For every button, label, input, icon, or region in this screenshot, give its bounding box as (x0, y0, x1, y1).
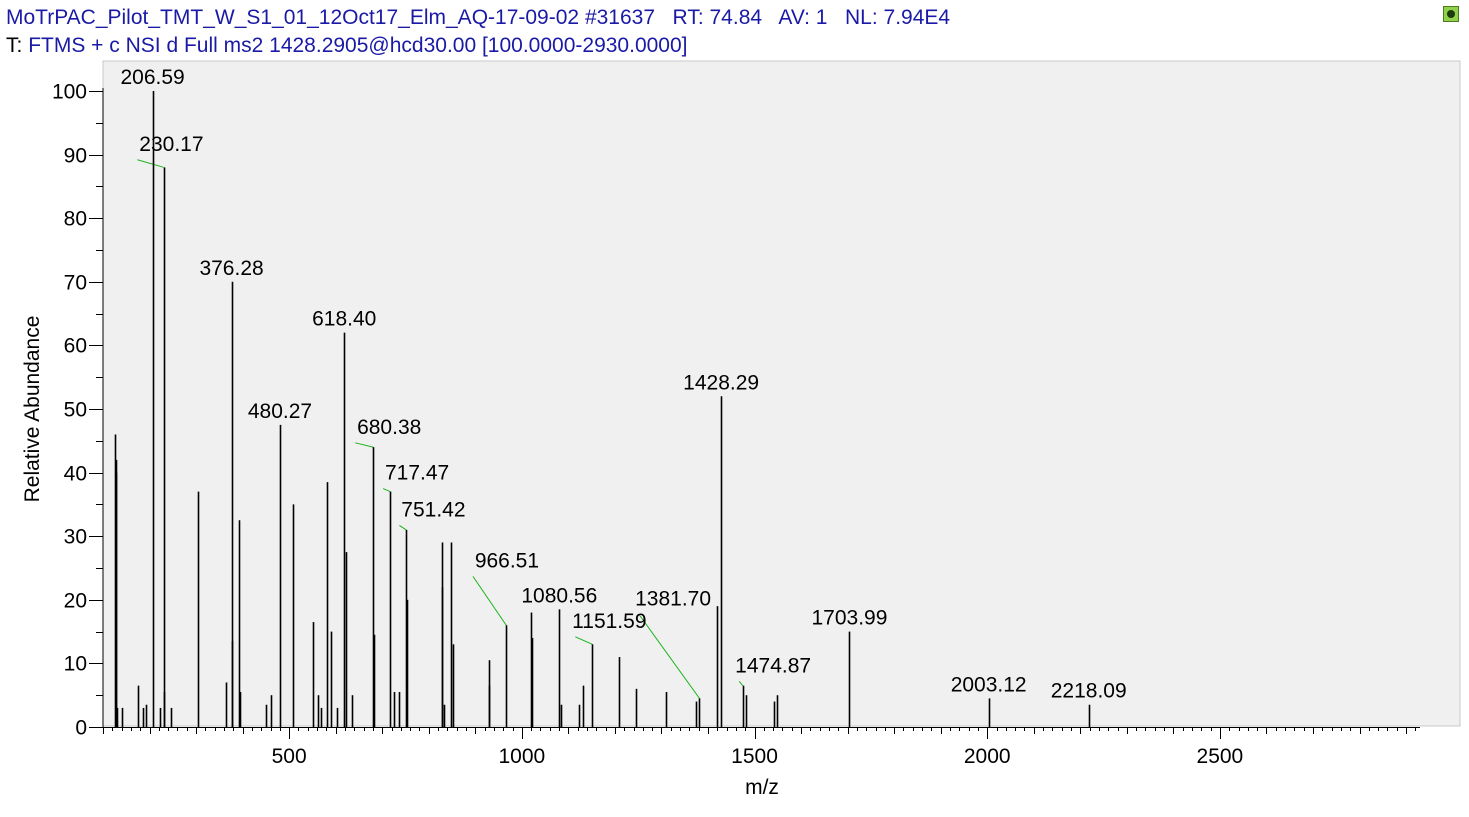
y-tick-label: 0 (75, 717, 87, 740)
leader-line (355, 442, 374, 448)
x-axis-title: m/z (745, 776, 779, 799)
leader-line (382, 488, 391, 493)
y-tick-label: 60 (64, 335, 87, 358)
y-tick-label: 70 (64, 272, 87, 295)
leader-line (399, 525, 407, 531)
leader-line (575, 636, 593, 645)
scan-number: #31637 (584, 6, 656, 29)
peak-label: 376.28 (199, 257, 263, 280)
peak-labels: 206.59 230.17 376.28 480.27 618.40 680.38 717.… (120, 66, 1126, 703)
rt-value: 74.84 (709, 6, 763, 29)
peak-label: 751.42 (401, 498, 465, 521)
rt-label: RT: (672, 6, 704, 29)
peak-label: 1474.87 (735, 654, 811, 677)
y-tick-label: 80 (64, 208, 87, 231)
peak-group (114, 91, 1091, 727)
nl-label: NL: (844, 6, 878, 29)
peak-label: 1080.56 (521, 584, 597, 607)
leader-line (638, 614, 700, 699)
peak-label: 966.51 (475, 549, 539, 572)
filter-header: T: FTMS + c NSI d Full ms2 1428.2905@hcd… (6, 34, 688, 58)
y-tick-label: 100 (52, 81, 87, 104)
x-tick-label: 1500 (731, 745, 778, 768)
av-label: AV: (778, 6, 810, 29)
av-value: 1 (815, 6, 828, 29)
y-tick-label: 50 (64, 399, 87, 422)
peak-label: 206.59 (120, 66, 184, 89)
x-tick-label: 500 (272, 745, 307, 768)
leader-line (137, 159, 164, 168)
peak-label: 1703.99 (811, 607, 887, 630)
leader-line (738, 680, 744, 686)
y-tick-label: 20 (64, 590, 87, 613)
leader-lines (137, 159, 744, 699)
peak-label: 680.38 (357, 416, 421, 439)
file-name: MoTrPAC_Pilot_TMT_W_S1_01_12Oct17_Elm_AQ… (6, 6, 580, 29)
peak-label: 618.40 (312, 308, 376, 331)
leader-line (472, 576, 507, 626)
y-tick-label: 10 (64, 653, 87, 676)
peak-label: 1381.70 (635, 588, 711, 611)
peak-label: 717.47 (385, 462, 449, 485)
peak-label: 2003.12 (951, 673, 1027, 696)
x-tick-label: 2000 (964, 745, 1011, 768)
y-tick-label: 90 (64, 145, 87, 168)
filter-label: T: (6, 34, 23, 57)
y-axis-title: Relative Abundance (21, 316, 44, 503)
x-tick-label: 2500 (1197, 745, 1244, 768)
peak-label: 480.27 (248, 400, 312, 423)
nl-value: 7.94E4 (883, 6, 951, 29)
peak-label: 2218.09 (1051, 680, 1127, 703)
peak-label: 1428.29 (683, 371, 759, 394)
filter-value: FTMS + c NSI d Full ms2 1428.2905@hcd30.… (28, 34, 688, 57)
plot-area (102, 60, 1461, 727)
peak-label: 1151.59 (572, 610, 646, 633)
y-tick-label: 40 (64, 463, 87, 486)
x-tick-label: 1000 (498, 745, 545, 768)
peak-label: 230.17 (139, 133, 203, 156)
y-tick-label: 30 (64, 526, 87, 549)
status-icon[interactable] (1443, 6, 1459, 22)
axes-group: 0 10 20 30 40 50 60 70 80 90 100 500 1000 1500 2000 250… (52, 81, 1420, 768)
scan-header: MoTrPAC_Pilot_TMT_W_S1_01_12Oct17_Elm_AQ… (6, 6, 950, 30)
